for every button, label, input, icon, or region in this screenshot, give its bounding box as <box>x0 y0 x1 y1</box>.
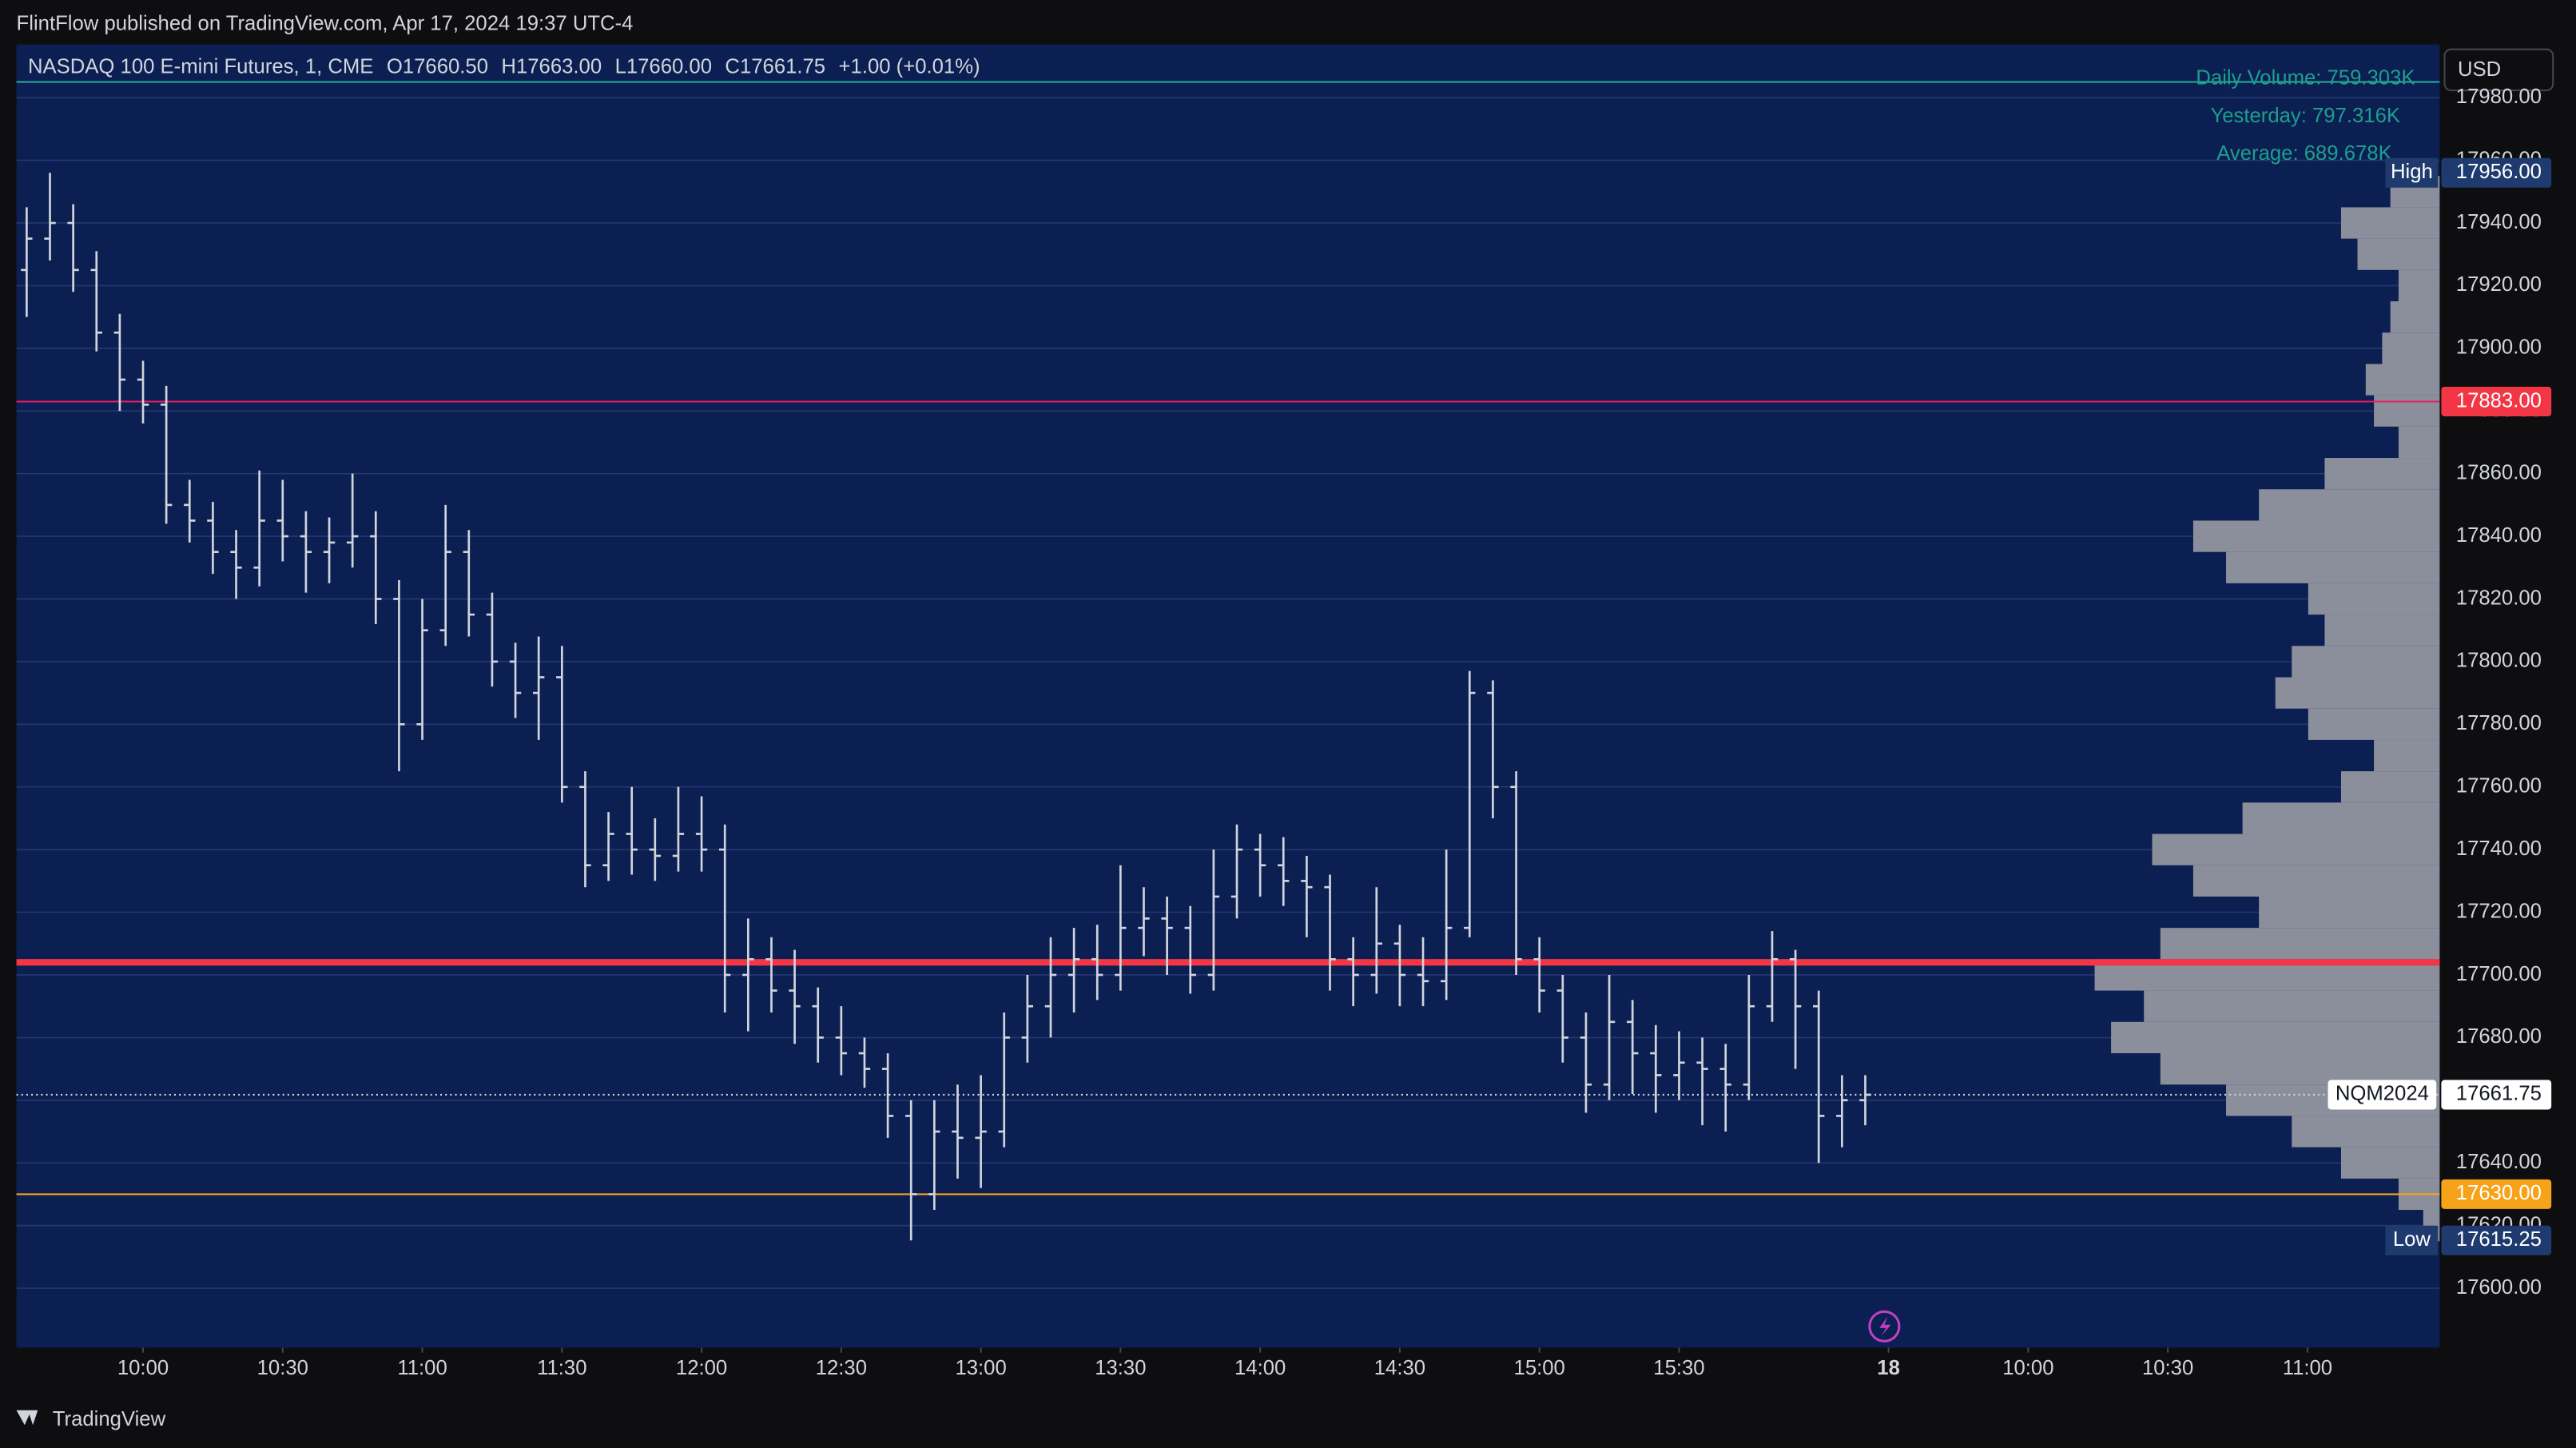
extreme-tag: 17615.25 <box>2456 1228 2542 1251</box>
x-tick-label: 14:30 <box>1374 1357 1425 1379</box>
profile-bar <box>2340 1147 2440 1179</box>
y-tick-label: 17640.00 <box>2456 1151 2542 1173</box>
y-tick-label: 17900.00 <box>2456 336 2542 359</box>
profile-bar <box>2144 990 2440 1022</box>
profile-bar <box>2357 238 2440 270</box>
legend-high: H17663.00 <box>501 55 602 78</box>
yesterday-volume: Yesterday: 797.316K <box>2210 105 2400 127</box>
y-tick-label: 17700.00 <box>2456 963 2542 985</box>
profile-bar <box>2292 1116 2440 1148</box>
tv-logo <box>16 1410 38 1426</box>
extreme-tag-bg <box>2441 1225 2552 1255</box>
x-tick-label: 14:00 <box>1234 1357 1286 1379</box>
profile-bar <box>2308 708 2440 740</box>
x-tick-label: 10:00 <box>2002 1357 2053 1379</box>
y-tick-label: 17720.00 <box>2456 900 2542 922</box>
y-tick-label: 17860.00 <box>2456 461 2542 483</box>
profile-bar <box>2292 646 2440 678</box>
profile-bar <box>2192 520 2440 552</box>
profile-bar <box>2259 896 2440 929</box>
extreme-tag: 17956.00 <box>2456 161 2542 183</box>
profile-bar <box>2324 615 2440 646</box>
x-tick-label: 11:00 <box>2283 1357 2332 1379</box>
x-tick-label: 10:30 <box>257 1357 308 1379</box>
profile-bar <box>2340 207 2440 239</box>
profile-bar <box>2160 928 2440 960</box>
x-tick-label: 10:30 <box>2142 1357 2193 1379</box>
y-tick-label: 17780.00 <box>2456 712 2542 734</box>
profile-bar <box>2340 771 2440 803</box>
profile-bar <box>2259 489 2440 521</box>
legend-close: C17661.75 <box>725 55 825 78</box>
events-icon[interactable] <box>1868 1310 1901 1343</box>
extreme-name-bg <box>2385 157 2439 188</box>
x-tick-label: 12:00 <box>676 1357 727 1379</box>
legend-change: +1.00 (+0.01%) <box>839 55 980 78</box>
profile-bar <box>2192 865 2440 897</box>
legend-low: L17660.00 <box>615 55 712 78</box>
x-tick-label: 11:30 <box>537 1357 586 1379</box>
symbol-tag: NQM2024 <box>2335 1083 2429 1105</box>
profile-bar <box>2365 364 2440 396</box>
price-tag: 17661.75 <box>2456 1083 2542 1105</box>
y-tick-label: 17600.00 <box>2456 1276 2542 1299</box>
currency: USD <box>2458 58 2501 81</box>
legend-symbol: NASDAQ 100 E-mini Futures, 1, CME <box>28 55 373 78</box>
legend-open: O17660.50 <box>387 55 488 78</box>
y-tick-label: 17840.00 <box>2456 524 2542 547</box>
events-bolt <box>1879 1316 1891 1337</box>
published-line: FlintFlow published on TradingView.com, … <box>17 13 634 35</box>
profile-bar <box>2242 802 2440 834</box>
y-tick-label: 17940.00 <box>2456 211 2542 233</box>
x-tick-label: 13:30 <box>1095 1357 1146 1379</box>
extreme-name: Low <box>2393 1228 2431 1251</box>
profile-bar <box>2398 426 2440 459</box>
profile-bar <box>2398 269 2440 302</box>
price-tag: 17883.00 <box>2456 389 2542 412</box>
extreme-name: High <box>2391 161 2433 183</box>
y-tick-label: 17980.00 <box>2456 86 2542 108</box>
daily-volume: Daily Volume: 759.303K <box>2196 67 2415 90</box>
profile-bar <box>2308 583 2440 615</box>
footer-brand: TradingView <box>53 1408 166 1430</box>
profile-bar <box>2324 458 2440 490</box>
price-tag: 17630.00 <box>2456 1182 2542 1204</box>
y-tick-label: 17760.00 <box>2456 775 2542 798</box>
x-tick-label: 13:00 <box>955 1357 1006 1379</box>
profile-bar <box>2111 1021 2440 1053</box>
price-tag-bg <box>2441 1179 2552 1209</box>
currency-button[interactable] <box>2443 48 2554 92</box>
profile-bar <box>2374 395 2440 427</box>
plot-area <box>16 44 2440 1348</box>
y-tick-label: 17680.00 <box>2456 1025 2542 1048</box>
y-tick-label: 17920.00 <box>2456 273 2542 296</box>
average-volume: Average: 689.678K <box>2216 142 2391 165</box>
legend: NASDAQ 100 E-mini Futures, 1, CME O17660.… <box>28 55 980 78</box>
x-tick-label: 12:30 <box>816 1357 867 1379</box>
profile-bar <box>2382 332 2440 364</box>
profile-bar <box>2226 551 2440 583</box>
y-tick-label: 17800.00 <box>2456 650 2542 672</box>
x-tick-label: 11:00 <box>397 1357 447 1379</box>
extreme-name-bg <box>2385 1225 2439 1255</box>
x-tick-label: 18 <box>1877 1357 1900 1379</box>
symbol-tag-bg <box>2328 1080 2437 1110</box>
profile-bar <box>2152 833 2440 865</box>
x-tick-label: 10:00 <box>117 1357 169 1379</box>
profile-bar <box>2160 1052 2440 1085</box>
price-tag-bg <box>2441 386 2552 417</box>
x-tick-label: 15:00 <box>1514 1357 1565 1379</box>
y-tick-label: 17820.00 <box>2456 587 2542 609</box>
x-tick-label: 15:30 <box>1653 1357 1704 1379</box>
profile-bar <box>2374 739 2440 772</box>
extreme-tag-bg <box>2441 157 2552 188</box>
profile-bar <box>2390 301 2440 333</box>
profile-bar <box>2275 677 2440 709</box>
price-tag-bg <box>2441 1080 2552 1110</box>
y-tick-label: 17740.00 <box>2456 837 2542 860</box>
